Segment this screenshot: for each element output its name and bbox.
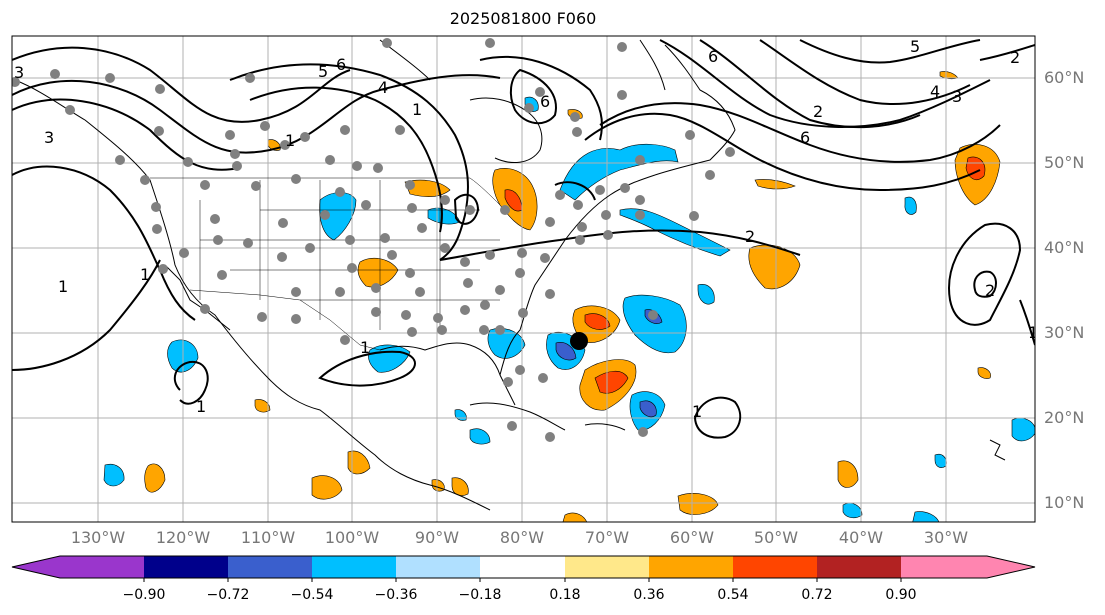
colorbar-tick-label: −0.36 [374, 587, 418, 603]
storm-center-marker [570, 332, 588, 350]
colorbar-tick-label: −0.90 [122, 587, 166, 603]
lat-label: 30°N [1044, 323, 1085, 342]
colorbar-tick-label: −0.72 [206, 587, 250, 603]
lon-label: 30°W [923, 528, 969, 547]
contour-label: 1 [196, 397, 206, 416]
contour-label: 6 [800, 128, 810, 147]
lon-label: 70°W [584, 528, 630, 547]
contour-label: 5 [318, 62, 328, 81]
colorbar-segment [901, 556, 1035, 578]
contour-label: 2 [813, 102, 823, 121]
contour-label: 1 [140, 265, 150, 284]
forecast-map: 1 1 1 1 1 1 1 1 2 2 2 2 3 3 3 4 4 5 5 6 … [11, 35, 1038, 523]
contour-label: 1 [58, 277, 68, 296]
contour-label: 1 [412, 100, 422, 119]
lon-label: 90°W [414, 528, 460, 547]
contour-label: 4 [930, 82, 940, 101]
contour-label: 2 [1010, 48, 1020, 67]
colorbar-tick-label: 0.36 [633, 587, 665, 603]
contour-label: 1 [360, 338, 370, 357]
contour-label: 6 [708, 47, 718, 66]
contour-label: 3 [14, 63, 24, 82]
lat-label: 40°N [1044, 238, 1085, 257]
lat-label: 50°N [1044, 153, 1085, 172]
lon-label: 80°W [499, 528, 545, 547]
contour-label: 4 [378, 78, 388, 97]
colorbar-segment [12, 556, 60, 578]
station-markers [12, 38, 735, 442]
colorbar-segment [649, 556, 734, 578]
contour-label: 1 [692, 402, 702, 421]
contour-label: 2 [745, 227, 755, 246]
colorbar [11, 555, 1036, 582]
colorbar-segment [733, 556, 818, 578]
contour-label: 6 [540, 92, 550, 111]
lon-label: 130°W [70, 528, 126, 547]
lon-label: 50°W [753, 528, 799, 547]
colorbar-segment [312, 556, 397, 578]
contour-label: 6 [336, 55, 346, 74]
contour-label: 1 [285, 131, 295, 150]
colorbar-segment [480, 556, 566, 578]
lat-label: 20°N [1044, 408, 1085, 427]
lat-label: 10°N [1044, 493, 1085, 512]
lon-label: 60°W [669, 528, 715, 547]
colorbar-tick-label: 0.90 [885, 587, 917, 603]
lon-label: 100°W [324, 528, 380, 547]
colorbar-segment [60, 556, 145, 578]
colorbar-tick-label: 0.18 [549, 587, 581, 603]
colorbar-segment [144, 556, 229, 578]
coastlines [14, 39, 1006, 511]
colorbar-segment [228, 556, 313, 578]
lat-label: 60°N [1044, 68, 1085, 87]
lon-label: 40°W [838, 528, 884, 547]
contour-label: 2 [985, 281, 995, 300]
map-frame [11, 35, 1036, 523]
colorbar-segment [396, 556, 481, 578]
colorbar-outline [11, 555, 1036, 579]
lon-label: 120°W [155, 528, 211, 547]
contour-label: 3 [952, 87, 962, 106]
contour-label: 3 [44, 128, 54, 147]
map-title: 2025081800 F060 [449, 9, 597, 28]
contour-label: 5 [910, 37, 920, 56]
colorbar-segment [565, 556, 650, 578]
colorbar-tick-label: 0.54 [717, 587, 749, 603]
contour-label: 1 [1028, 323, 1038, 342]
colorbar-tick-label: 0.72 [801, 587, 833, 603]
graticule [12, 36, 1035, 522]
contour-label-group: 1 1 1 1 1 1 1 1 2 2 2 2 3 3 3 4 4 5 5 6 … [14, 37, 1038, 421]
colorbar-tick-label: −0.18 [458, 587, 502, 603]
colorbar-tick-label: −0.54 [290, 587, 334, 603]
contour-lines [12, 39, 1035, 439]
lon-label: 110°W [240, 528, 296, 547]
colorbar-segment [817, 556, 902, 578]
